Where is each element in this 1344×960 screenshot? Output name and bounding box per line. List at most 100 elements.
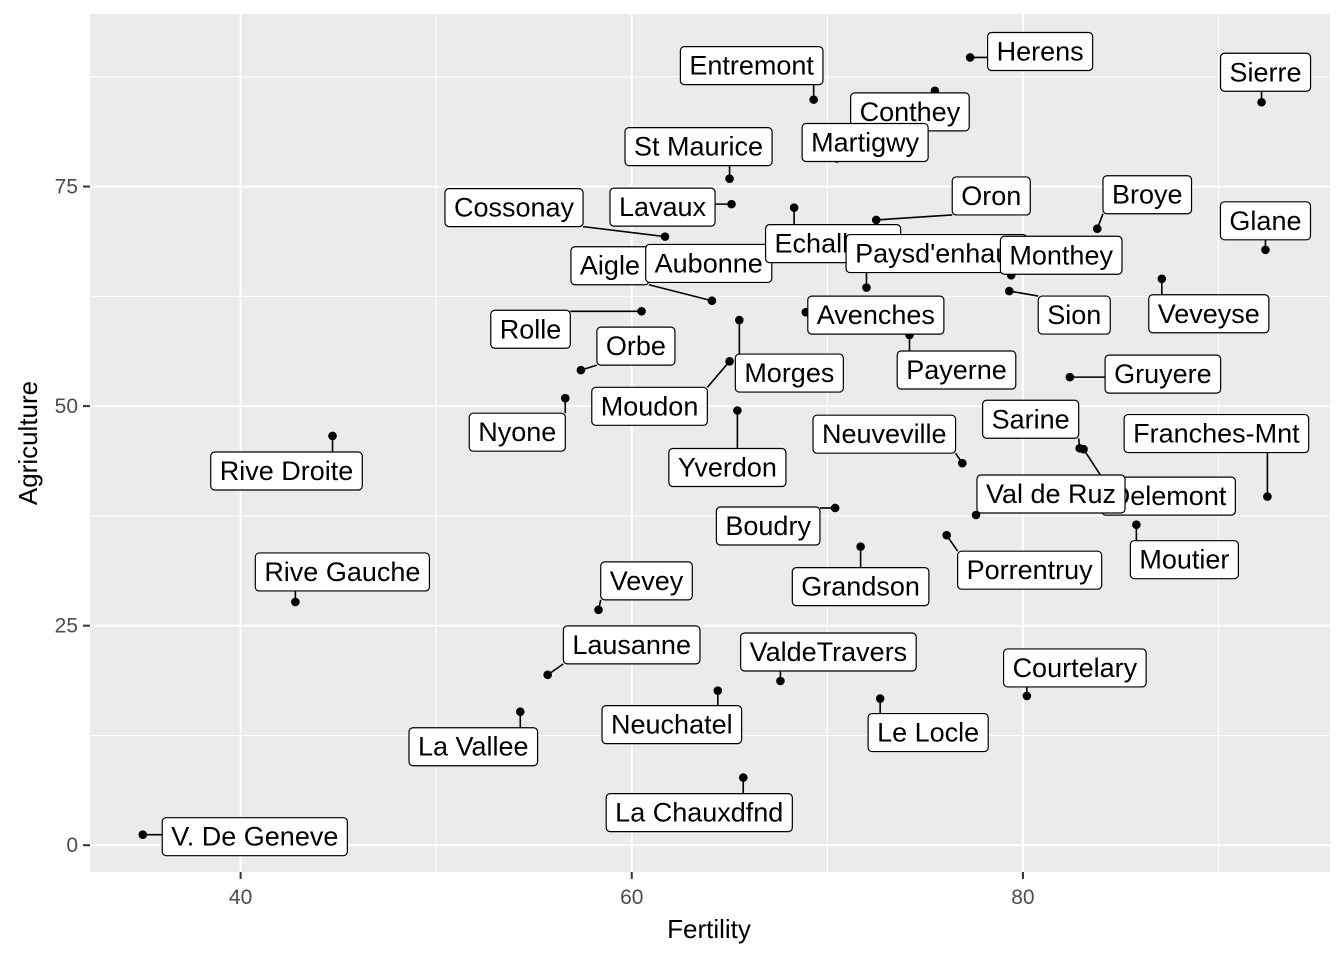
x-tick-label: 60 bbox=[620, 886, 643, 909]
data-point bbox=[733, 406, 742, 415]
point-label-text: Nyone bbox=[478, 417, 556, 447]
point-label-text: V. De Geneve bbox=[171, 822, 338, 852]
point-label-box bbox=[679, 46, 824, 86]
point-label-text: Neuchatel bbox=[611, 710, 733, 740]
point-label-text: Conthey bbox=[860, 97, 961, 127]
point-label: Avenches bbox=[807, 295, 945, 335]
point-label: Yverdon bbox=[668, 447, 787, 488]
y-tick-label: 0 bbox=[66, 834, 78, 857]
point-label: Paysd'enhaut bbox=[845, 233, 1028, 274]
data-point bbox=[1004, 286, 1014, 296]
point-label-text: Courtelary bbox=[1013, 653, 1138, 683]
x-tick-label: 80 bbox=[1011, 886, 1034, 909]
point-label: Orbe bbox=[596, 326, 676, 366]
point-label: Lausanne bbox=[562, 625, 701, 665]
point-label-text: La Vallee bbox=[418, 732, 529, 762]
point-label: Sion bbox=[1037, 295, 1111, 335]
data-point bbox=[735, 315, 744, 325]
data-point bbox=[660, 232, 670, 241]
point-label-text: Sion bbox=[1047, 300, 1101, 330]
y-tick-label: 75 bbox=[55, 176, 78, 199]
y-tick-label: 50 bbox=[55, 395, 78, 418]
point-label-text: Orbe bbox=[606, 331, 666, 361]
point-label-text: St Maurice bbox=[634, 132, 763, 162]
point-label: Moutier bbox=[1129, 540, 1239, 580]
point-label: Grandson bbox=[791, 567, 930, 607]
point-label-text: Rive Gauche bbox=[264, 557, 420, 587]
point-label-text: Sarine bbox=[992, 404, 1070, 434]
point-label-text: Lausanne bbox=[572, 630, 691, 660]
point-label: Neuchatel bbox=[601, 705, 743, 745]
point-label-box bbox=[468, 412, 566, 452]
point-label-box bbox=[601, 705, 743, 745]
label-leader-line bbox=[1082, 448, 1103, 478]
point-label-text: Delemont bbox=[1111, 481, 1227, 511]
point-label-text: Lavaux bbox=[619, 192, 707, 222]
point-label: Boudry bbox=[715, 506, 821, 546]
point-label-box bbox=[591, 386, 708, 426]
point-label-box bbox=[624, 127, 773, 167]
data-point bbox=[1257, 97, 1266, 107]
point-label-box bbox=[951, 176, 1031, 216]
point-label: Aubonne bbox=[645, 243, 773, 284]
data-point bbox=[515, 707, 525, 717]
point-label: ValdeTravers bbox=[740, 632, 917, 672]
point-label-box bbox=[987, 31, 1094, 72]
point-label-box bbox=[1104, 354, 1222, 394]
point-label-box bbox=[867, 712, 989, 753]
data-point bbox=[1263, 492, 1272, 501]
point-label: Entremont bbox=[679, 46, 824, 86]
y-tick-label: 25 bbox=[55, 615, 78, 638]
point-label: Rive Gauche bbox=[254, 552, 431, 592]
data-point bbox=[871, 215, 881, 225]
point-label-box bbox=[1148, 294, 1270, 334]
point-label-text: Porrentruy bbox=[967, 555, 1094, 585]
point-label: Herens bbox=[987, 31, 1094, 72]
point-label: Rolle bbox=[490, 309, 571, 349]
point-label: V. De Geneve bbox=[161, 817, 348, 857]
point-label-box bbox=[609, 187, 716, 227]
point-label: Neuveville bbox=[812, 414, 957, 454]
label-leader-line bbox=[1009, 290, 1039, 297]
data-point bbox=[727, 199, 736, 209]
point-label-text: Vevey bbox=[610, 566, 684, 596]
point-label-text: Rolle bbox=[500, 314, 562, 344]
point-label: Broye bbox=[1102, 175, 1193, 215]
point-label-box bbox=[1102, 175, 1193, 215]
point-label-text: Oron bbox=[961, 181, 1021, 211]
point-label-box bbox=[408, 727, 539, 767]
data-point bbox=[862, 283, 871, 292]
point-label-box bbox=[1002, 648, 1147, 688]
point-label: Glane bbox=[1219, 201, 1312, 241]
x-axis-title: Fertility bbox=[667, 914, 751, 944]
point-label: Sarine bbox=[982, 399, 1080, 439]
data-point bbox=[971, 510, 981, 520]
point-label-text: Grandson bbox=[801, 572, 920, 602]
point-label-text: Paysd'enhaut bbox=[855, 239, 1018, 269]
label-leader-line bbox=[648, 283, 713, 302]
data-point bbox=[576, 365, 586, 375]
point-label-text: Val de Ruz bbox=[986, 479, 1116, 509]
point-label-text: Aigle bbox=[580, 251, 640, 281]
point-label-text: Moutier bbox=[1139, 545, 1229, 575]
point-label-box bbox=[734, 353, 844, 393]
point-labels: Courtelary Delemont Franches-Mnt Moutier Neu… bbox=[161, 31, 1312, 857]
point-label-box bbox=[740, 632, 917, 672]
data-point bbox=[965, 53, 975, 62]
point-label-box bbox=[210, 451, 363, 491]
point-label: Martigwy bbox=[801, 122, 929, 163]
point-label: St Maurice bbox=[624, 127, 773, 167]
point-label-text: Glane bbox=[1229, 206, 1301, 236]
point-label-box bbox=[645, 243, 773, 284]
data-point bbox=[776, 676, 785, 686]
point-label-text: Entremont bbox=[689, 51, 814, 81]
data-point bbox=[637, 306, 646, 316]
point-label-box bbox=[1037, 295, 1111, 335]
data-point bbox=[1261, 245, 1270, 255]
point-label-box bbox=[254, 552, 431, 592]
point-label-box bbox=[605, 792, 793, 833]
point-label: Gruyere bbox=[1104, 354, 1222, 394]
point-label: Conthey bbox=[850, 92, 970, 132]
point-label-box bbox=[801, 122, 929, 163]
